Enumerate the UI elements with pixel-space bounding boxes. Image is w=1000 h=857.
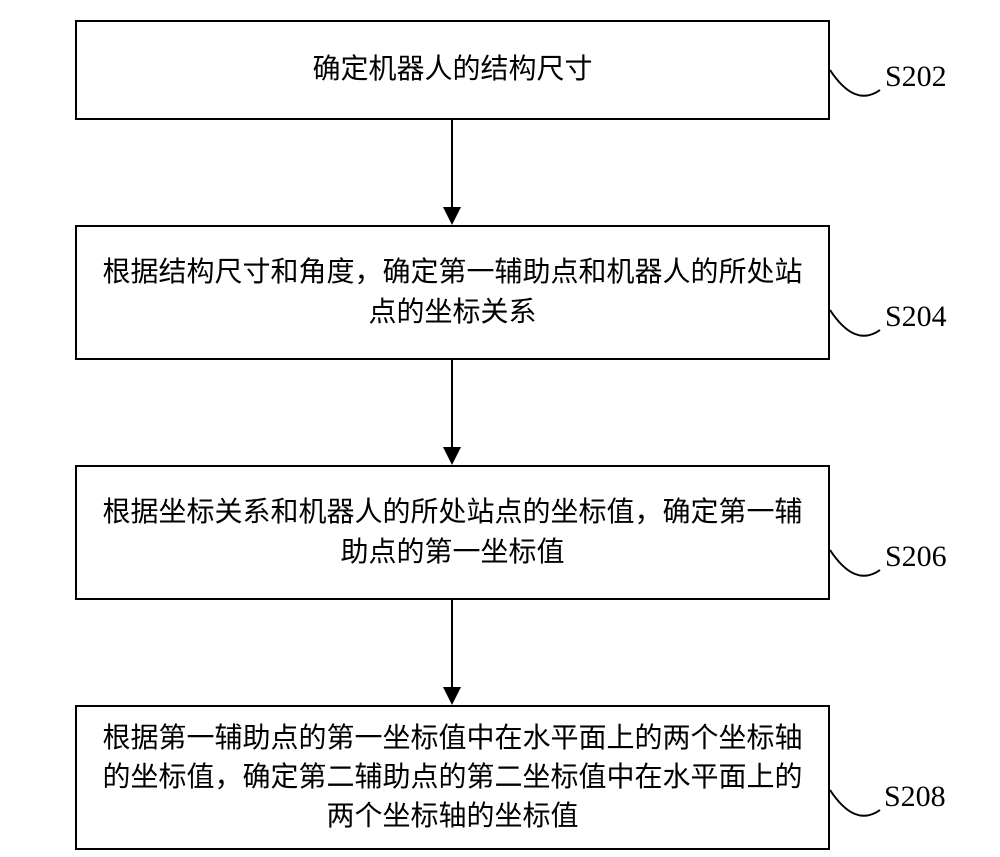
flow-step-s204: 根据结构尺寸和角度，确定第一辅助点和机器人的所处站点的坐标关系: [75, 225, 830, 360]
arrow-1-head: [443, 207, 461, 225]
connector-3: [828, 548, 882, 590]
connector-4: [828, 788, 882, 830]
step-label-s204: S204: [885, 300, 947, 334]
step-label-s206: S206: [885, 540, 947, 574]
step-label-s208: S208: [884, 780, 946, 814]
flow-step-s206: 根据坐标关系和机器人的所处站点的坐标值，确定第一辅助点的第一坐标值: [75, 465, 830, 600]
step-label-s202: S202: [885, 60, 947, 94]
connector-2: [828, 308, 882, 350]
flowchart-canvas: 确定机器人的结构尺寸根据结构尺寸和角度，确定第一辅助点和机器人的所处站点的坐标关…: [0, 0, 1000, 857]
arrow-2-head: [443, 447, 461, 465]
connector-1: [828, 68, 882, 110]
arrow-3-head: [443, 687, 461, 705]
flow-step-s208: 根据第一辅助点的第一坐标值中在水平面上的两个坐标轴的坐标值，确定第二辅助点的第二…: [75, 705, 830, 850]
arrow-1-shaft: [451, 120, 453, 207]
flow-step-s202: 确定机器人的结构尺寸: [75, 20, 830, 120]
arrow-2-shaft: [451, 360, 453, 447]
arrow-3-shaft: [451, 600, 453, 687]
